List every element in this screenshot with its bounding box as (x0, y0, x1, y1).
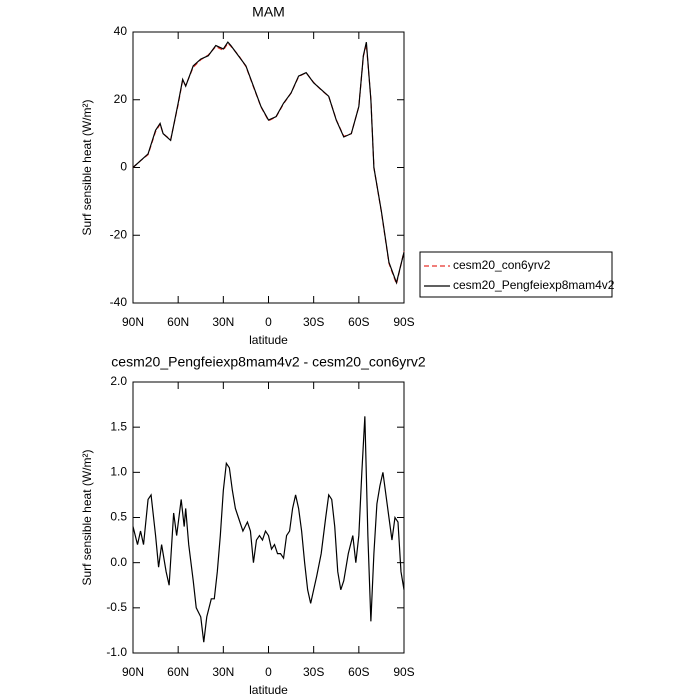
x-tick-label: 90N (122, 665, 144, 679)
y-tick-label: 40 (114, 24, 128, 38)
y-tick-label: -40 (110, 295, 128, 309)
x-tick-label: 30S (303, 665, 324, 679)
x-axis-label: latitude (249, 683, 288, 697)
y-tick-label: -20 (110, 227, 128, 241)
x-tick-label: 60S (348, 665, 369, 679)
y-tick-label: -1.0 (106, 645, 127, 659)
plot-frame (132, 31, 405, 304)
x-tick-label: 0 (265, 665, 272, 679)
x-tick-label: 30N (212, 315, 234, 329)
x-tick-label: 90S (393, 665, 414, 679)
x-tick-label: 90S (393, 315, 414, 329)
y-tick-label: 1.5 (110, 419, 127, 433)
y-axis-label: Surf sensible heat (W/m²) (80, 99, 94, 235)
x-tick-label: 60S (348, 315, 369, 329)
y-tick-label: 2.0 (110, 374, 127, 388)
legend-label: cesm20_con6yrv2 (453, 258, 551, 272)
y-axis-label: Surf sensible heat (W/m²) (80, 449, 94, 585)
data-line (132, 416, 405, 643)
x-tick-label: 60N (167, 665, 189, 679)
data-line (132, 42, 405, 287)
y-tick-label: 0 (120, 160, 127, 174)
legend-label: cesm20_Pengfeiexp8mam4v2 (453, 278, 615, 292)
legend-box (419, 251, 613, 298)
x-tick-label: 0 (265, 315, 272, 329)
chart-title: cesm20_Pengfeiexp8mam4v2 - cesm20_con6yr… (111, 354, 426, 370)
x-tick-label: 90N (122, 315, 144, 329)
y-tick-label: 0.0 (110, 555, 127, 569)
x-tick-label: 30S (303, 315, 324, 329)
x-tick-label: 30N (212, 665, 234, 679)
y-tick-label: 20 (114, 92, 128, 106)
chart-title: MAM (252, 4, 285, 20)
x-tick-label: 60N (167, 315, 189, 329)
data-line (132, 41, 405, 285)
y-tick-label: 1.0 (110, 465, 127, 479)
y-tick-label: 0.5 (110, 510, 127, 524)
x-axis-label: latitude (249, 333, 288, 347)
y-tick-label: -0.5 (106, 600, 127, 614)
